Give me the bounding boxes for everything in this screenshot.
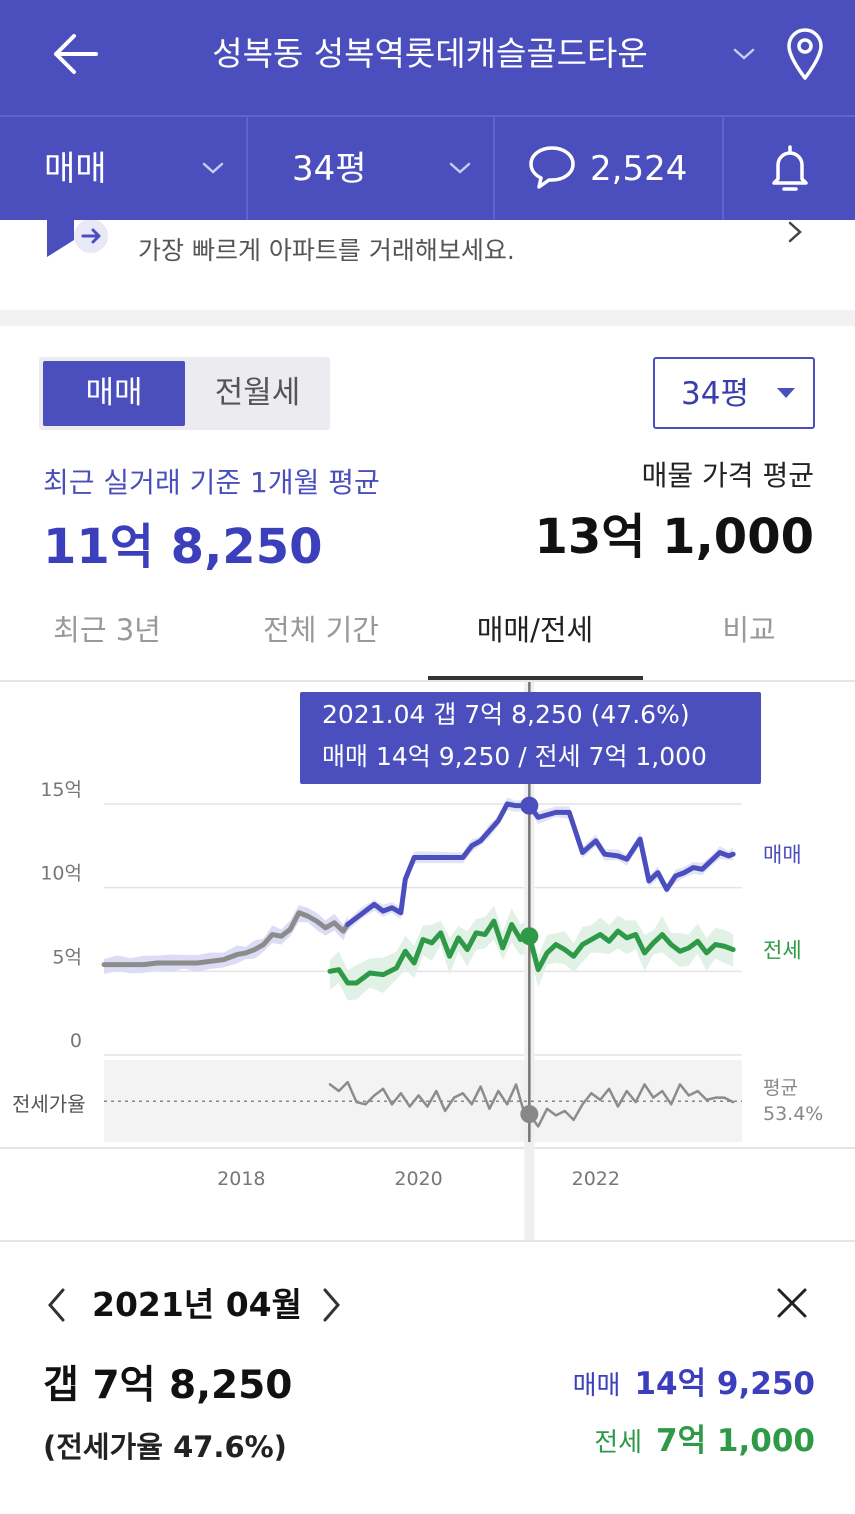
selected-month: 2021년 04월 [92,1285,302,1324]
tab-recent-3y[interactable]: 최근 3년 [53,613,161,647]
sale-line [345,801,736,927]
jeonse-highlight-point [520,927,539,946]
x-tick-label: 2022 [572,1168,620,1190]
x-tick-label: 2020 [394,1168,442,1190]
toggle-sale[interactable]: 매매 [43,361,185,426]
deal-type-selector[interactable]: 매매 [0,117,246,220]
sale-price-label: 매매 [572,1371,621,1401]
area-selector[interactable]: 34평 [248,117,493,220]
close-icon[interactable] [776,1287,808,1319]
jeonse-price-label: 전세 [594,1428,643,1458]
y-tick-label: 0 [70,1030,82,1052]
chevron-right-icon[interactable] [318,1286,344,1324]
y-tick-label: 5억 [52,946,82,968]
ratio-average-label: 평균 [763,1077,798,1099]
tooltip-line-2: 매매 14억 9,250 / 전세 7억 1,000 [322,742,707,771]
header-filter-bar: 매매 34평 2,524 [0,117,855,220]
size-dropdown[interactable]: 34평 [653,357,815,429]
sale-highlight-point [520,796,539,815]
arrow-left-icon[interactable] [50,32,100,76]
app-header: 성복동 성복역롯데캐슬골드타운 매매 34평 2,524 [0,0,855,220]
ratio-highlight-point [520,1105,539,1124]
tabs-divider [0,680,855,682]
chevron-down-icon[interactable] [730,42,758,66]
jeonse-price-value: 7억 1,000 [656,1423,815,1459]
older-sale-range-band [104,905,348,974]
chevron-down-icon [202,162,224,174]
deal-type-toggle: 매매 전월세 [39,357,330,430]
sale-price-row: 매매 14억 9,250 [573,1363,815,1407]
jeonse-price-row: 전세 7억 1,000 [594,1420,815,1464]
size-dropdown-value: 34평 [681,376,749,412]
toggle-rent[interactable]: 전월세 [214,375,301,411]
caret-down-icon [777,388,795,398]
chart-bottom-divider [0,1240,855,1242]
jeonse-series-label: 전세 [763,939,802,963]
chevron-left-icon[interactable] [44,1286,70,1324]
active-tab-indicator [428,676,643,680]
chevron-right-icon [788,221,802,243]
ratio-axis-label: 전세가율 [12,1092,86,1116]
comment-count: 2,524 [590,149,688,189]
tab-compare[interactable]: 비교 [722,613,776,647]
apartment-title[interactable]: 성복동 성복역롯데캐슬골드타운 [212,34,648,73]
tab-all-period[interactable]: 전체 기간 [263,613,379,647]
section-separator [0,310,855,326]
y-tick-label: 10억 [40,863,82,885]
period-tabs: 최근 3년 전체 기간 매매/전세 비교 [0,590,855,680]
listing-average-price: 13억 1,000 [534,509,815,565]
ratio-average-value: 53.4% [763,1103,823,1125]
trade-banner[interactable]: 가장 빠르게 아파트를 거래해보세요. [0,220,855,310]
area-label: 34평 [292,149,367,189]
map-pin-icon[interactable] [784,26,826,82]
forward-arrow-badge-icon [47,220,108,257]
sale-series-label: 매매 [763,843,802,867]
comments-button[interactable]: 2,524 [495,117,722,220]
filter-divider [722,117,724,220]
chevron-down-icon [449,162,471,174]
header-top-bar: 성복동 성복역롯데캐슬골드타운 [0,0,855,115]
filter-divider [493,117,495,220]
jeonse-ratio-value: (전세가율 47.6%) [43,1430,287,1464]
notification-button[interactable] [724,117,855,220]
banner-text: 가장 빠르게 아파트를 거래해보세요. [138,236,515,265]
sale-price-value: 14억 9,250 [634,1366,815,1402]
deal-type-label: 매매 [44,149,107,189]
header-divider [0,115,855,117]
tab-sale-jeonse[interactable]: 매매/전세 [476,613,594,647]
recent-average-label: 최근 실거래 기준 1개월 평균 [43,466,380,499]
tooltip-line-1: 2021.04 갭 7억 8,250 (47.6%) [322,700,690,729]
filter-divider [246,117,248,220]
x-tick-label: 2018 [217,1168,265,1190]
recent-average-price: 11억 8,250 [43,519,323,575]
gap-value: 갭 7억 8,250 [43,1363,293,1408]
jeonse-line [327,918,736,986]
listing-average-label: 매물 가격 평균 [641,459,814,492]
bell-icon [772,145,808,191]
chart-tooltip: 2021.04 갭 7억 8,250 (47.6%) 매매 14억 9,250 … [300,692,761,784]
older-sale-line [101,910,351,968]
speech-bubble-icon [529,146,575,189]
y-tick-label: 15억 [40,779,82,801]
